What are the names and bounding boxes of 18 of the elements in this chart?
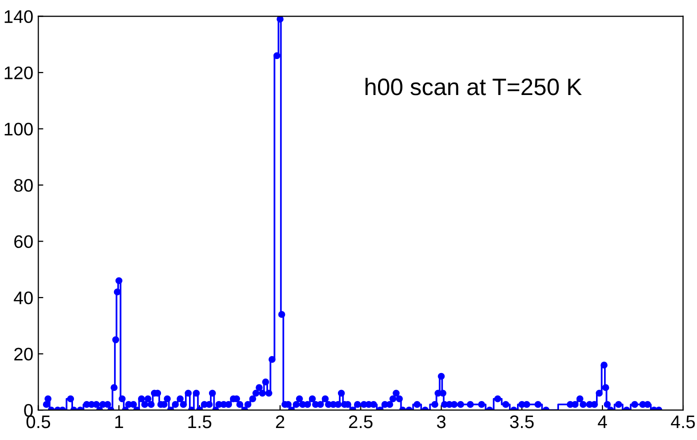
- y-tick-label: 100: [4, 122, 33, 136]
- x-tick-label: 3.5: [510, 415, 534, 428]
- x-tick-label: 3: [436, 415, 446, 428]
- x-tick-label: 2.5: [349, 415, 372, 428]
- annotation: h00 scan at T=250 K: [366, 78, 582, 96]
- y-tick-label: 140: [4, 10, 33, 23]
- x-tick-label: 2: [276, 415, 284, 428]
- x-tick-label: 1: [115, 416, 124, 428]
- y-tick-label: 20: [14, 348, 33, 361]
- y-tick-label: 40: [14, 292, 33, 304]
- x-tick-label: 4: [598, 416, 607, 428]
- x-tick-label: 0.5: [26, 415, 50, 428]
- x-tick-label: 1.5: [188, 416, 212, 428]
- y-tick-label: 80: [14, 178, 33, 192]
- y-tick-label: 60: [14, 235, 33, 248]
- y-tick-label: 120: [4, 66, 33, 80]
- y-tick-label: 0: [24, 404, 33, 417]
- x-tick-label: 4.5: [670, 416, 695, 428]
